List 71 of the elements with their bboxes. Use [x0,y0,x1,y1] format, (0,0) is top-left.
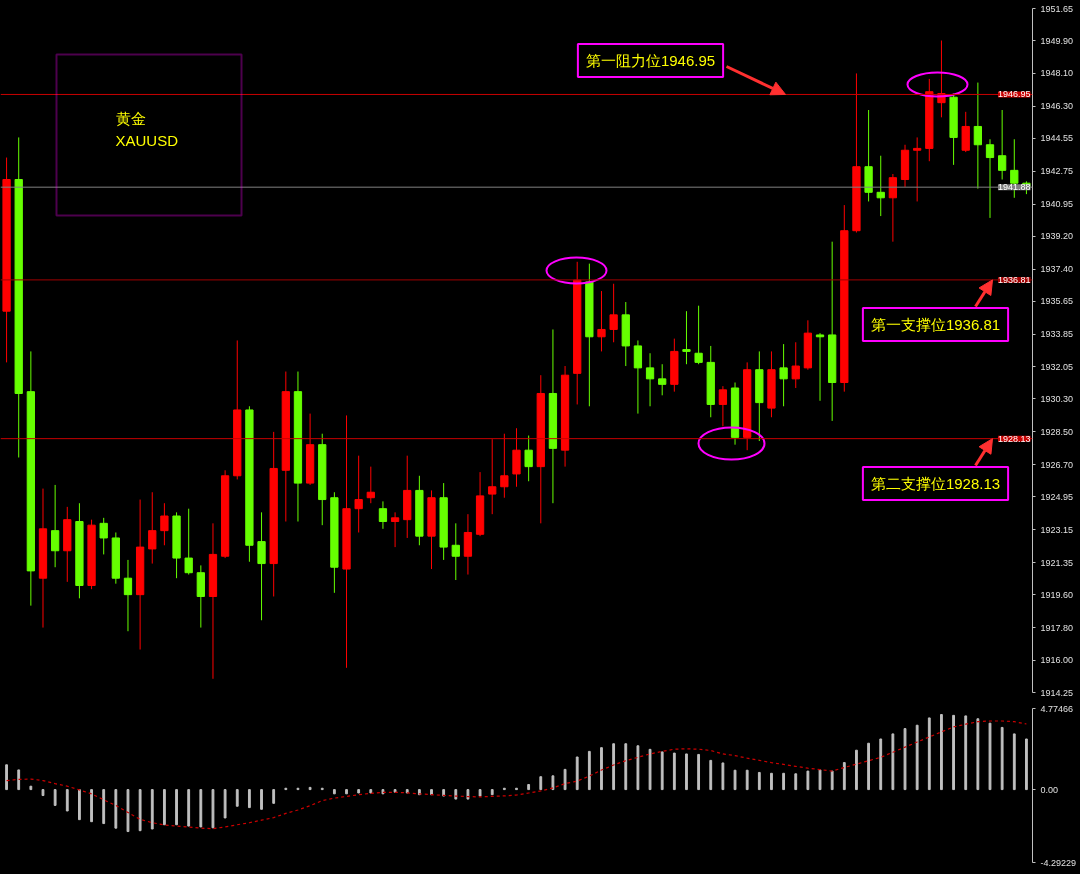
y-tick-label: 1932.05 [1040,361,1074,372]
y-tick-label: 1926.70 [1040,459,1074,470]
ref-line-label: 1936.81 [997,274,1031,285]
candlestick [998,109,1007,180]
y-tick-label: 1944.55 [1040,133,1074,144]
y-tick-label: 1916.00 [1040,655,1074,666]
annotation: 第一支撑位1936.81 [870,316,1001,333]
candlestick [390,511,400,548]
candlestick [512,427,521,488]
candlestick [524,435,533,482]
line-series [5,720,1028,830]
y-tick-label: 1917.80 [1040,622,1074,633]
candlestick [597,290,606,352]
y-tick-label: 1940.95 [1040,199,1074,210]
ref-line-label: 1928.13 [997,433,1031,444]
candlestick [633,339,643,415]
candlestick [694,305,703,365]
candlestick [463,513,473,576]
candlestick [645,352,655,407]
candlestick [609,283,618,343]
y-tick-label: 1933.85 [1040,329,1074,340]
candlestick [196,564,205,629]
candlestick [682,310,691,365]
y-tick-label: 0.00 [1040,784,1059,795]
candlestick [961,111,970,153]
y-tick-label: 1923.15 [1040,524,1074,535]
candlestick [815,332,825,402]
y-tick-label: 1930.30 [1040,393,1074,404]
candlestick [985,138,995,219]
y-tick-label: 1914.25 [1040,687,1074,698]
y-tick-label: 1942.75 [1040,166,1074,177]
candlestick [257,511,266,621]
y-tick-label: 1937.40 [1040,264,1074,275]
y-tick-label: 1924.95 [1040,491,1074,502]
annotation: XAUUSD [115,132,179,149]
candlestick [366,466,375,504]
ref-line-label: 1941.88 [997,182,1031,193]
annotation: 第一阻力位1946.95 [585,52,716,69]
y-tick-label: 1946.30 [1040,101,1074,112]
candlestick [378,500,388,530]
y-tick-label: 1928.50 [1040,426,1074,437]
candlestick [354,455,363,533]
y-tick-label: 1919.60 [1040,589,1074,600]
y-tick-label: 1921.35 [1040,557,1074,568]
candlestick [148,491,157,565]
candlestick [973,82,983,190]
candlestick [99,517,108,555]
candlestick [876,155,885,217]
y-tick-label: 1935.65 [1040,296,1074,307]
candlestick [160,502,169,546]
candlestick [791,341,800,389]
y-tick-label: 4.77466 [1040,703,1074,714]
candlestick [488,438,497,515]
y-tick-label: 1948.10 [1040,68,1074,79]
annotation: 黄金 [115,110,146,127]
candlestick [451,522,460,581]
candlestick [184,508,193,576]
candlestick [779,343,788,407]
y-tick-label: 1949.90 [1040,35,1074,46]
candlestick [500,433,509,499]
candlestick [50,484,60,568]
candlestick [888,173,898,243]
y-tick-label: 1939.20 [1040,231,1074,242]
candlestick [658,363,667,396]
candlestick [913,136,922,202]
annotation: 第二支撑位1928.13 [870,475,1001,492]
candlestick [718,385,728,427]
y-tick-label: 1951.65 [1040,3,1074,14]
y-tick-label: -4.29229 [1040,857,1077,868]
ref-line-label: 1946.95 [997,89,1031,100]
candlestick [123,559,133,632]
